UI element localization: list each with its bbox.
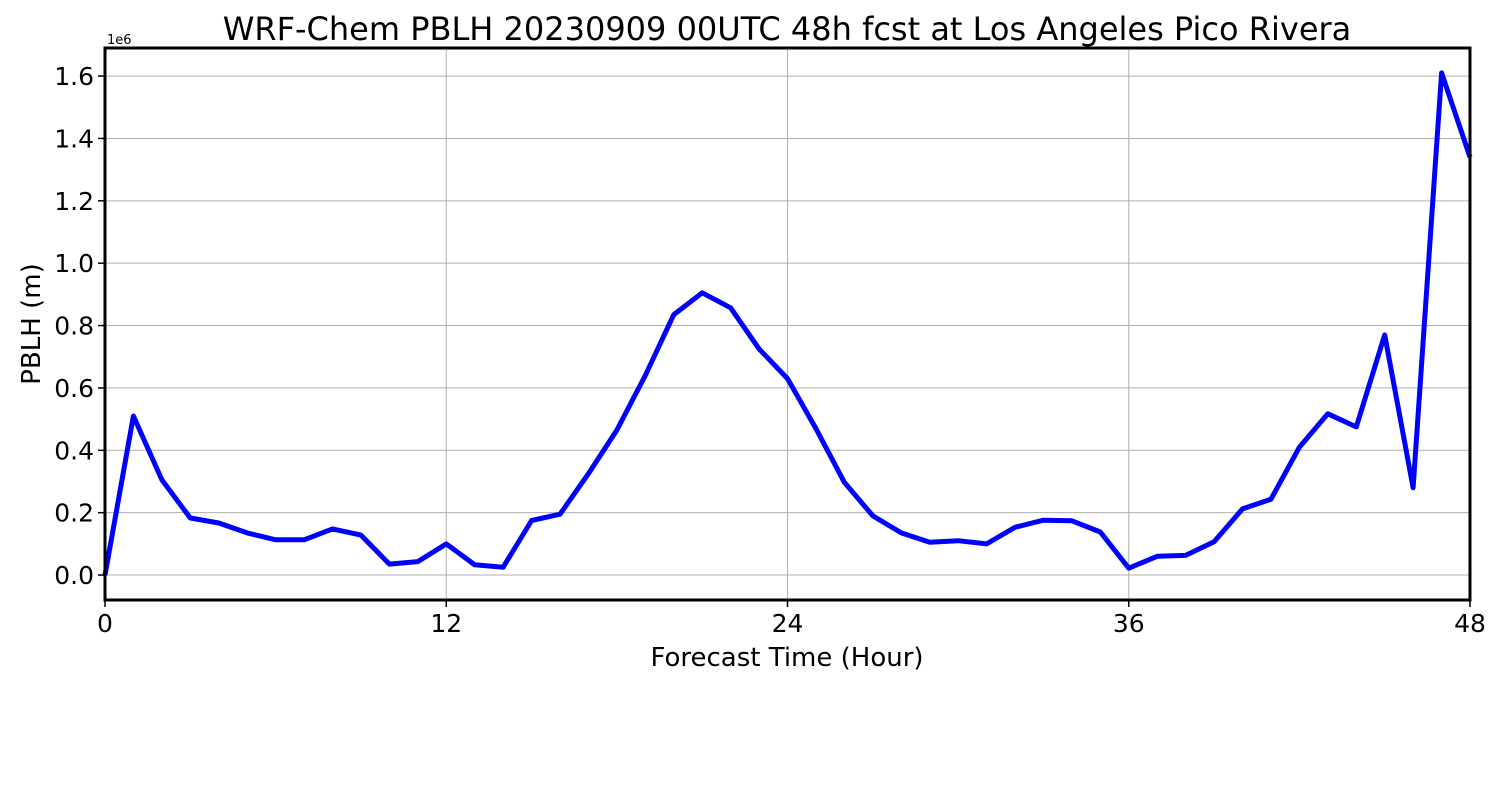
- x-axis-label: Forecast Time (Hour): [650, 643, 923, 673]
- y-tick-label: 0.6: [54, 374, 94, 403]
- axis-ticks: 0 12 24 36 48 0.0 0.2 0.4 0.6 0.8 1.0 1.2 1.4 1.6: [54, 62, 1486, 638]
- y-tick-label: 0.4: [54, 436, 94, 465]
- y-tick-label: 1.4: [54, 124, 94, 153]
- y-tick-label: 1.0: [54, 249, 94, 278]
- series-line: [102, 70, 1473, 576]
- y-axis-label: PBLH (m): [17, 263, 47, 384]
- x-tick-label: 0: [97, 609, 113, 638]
- y-tick-label: 0.0: [54, 561, 94, 590]
- series-layer: [102, 70, 1473, 576]
- grid-lines: [104, 48, 1471, 600]
- x-tick-label: 48: [1454, 609, 1486, 638]
- y-tick-label: 0.8: [54, 312, 94, 341]
- y-axis-offset-label: 1e6: [107, 33, 132, 48]
- chart-title: WRF-Chem PBLH 20230909 00UTC 48h fcst at…: [223, 10, 1352, 48]
- y-tick-label: 0.2: [54, 499, 94, 528]
- x-tick-label: 12: [430, 609, 462, 638]
- x-tick-label: 24: [772, 609, 804, 638]
- y-tick-label: 1.6: [54, 62, 94, 91]
- y-tick-label: 1.2: [54, 187, 94, 216]
- x-tick-label: 36: [1113, 609, 1145, 638]
